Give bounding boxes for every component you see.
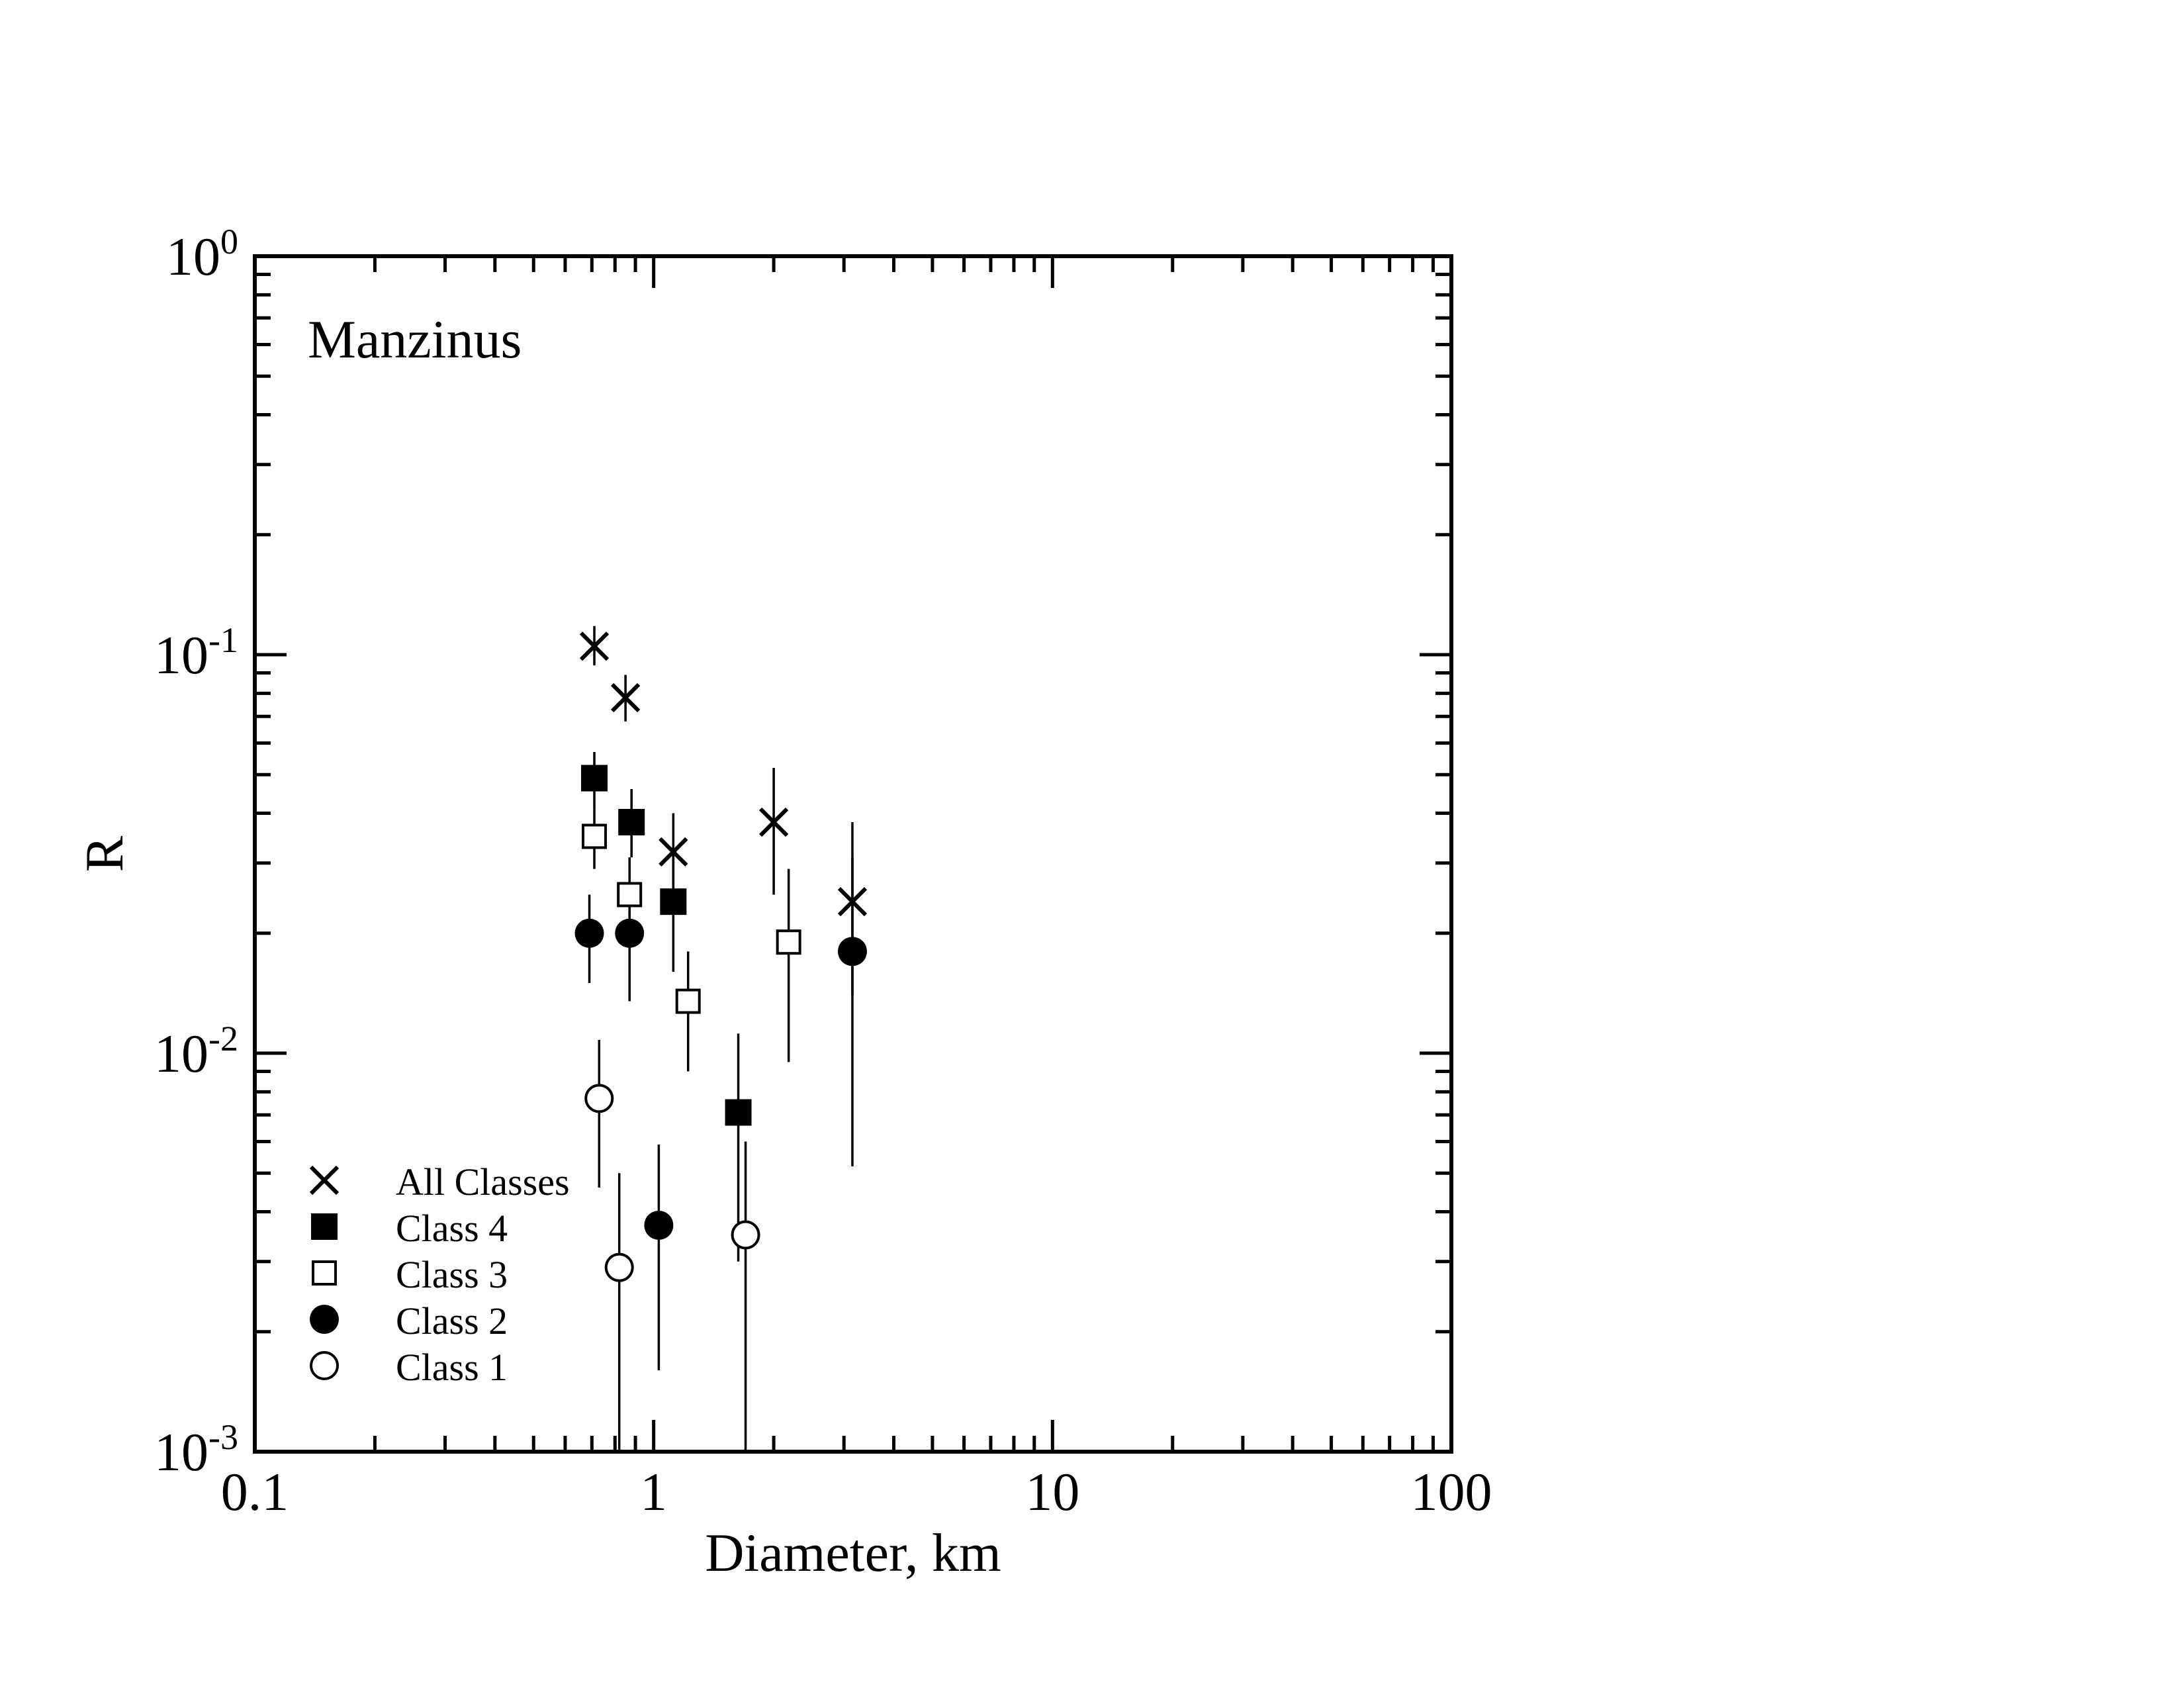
y-axis-label: R [74,835,134,872]
data-point [731,1220,760,1250]
data-point [618,808,645,835]
data-point [837,886,868,917]
data-point [579,632,610,661]
data-point [644,1210,674,1240]
x-axis-label: Diameter, km [705,1523,1001,1583]
y-tick-label: 10-2 [154,1019,238,1084]
data-point [574,918,604,948]
x-tick-label: 10 [1025,1462,1079,1522]
plot-frame [253,254,1453,1454]
data-point [615,918,645,948]
data-point [611,682,641,713]
legend-marker [311,1213,338,1240]
legend-marker [312,1260,337,1286]
data-point [776,929,801,955]
data-point [617,882,643,908]
axis-ticks [253,256,1451,1454]
legend-item: All Classes [309,1160,570,1203]
x-tick-label: 1 [640,1462,667,1522]
legend-marker [310,1305,339,1334]
data-point [659,837,688,867]
data-point [725,1099,752,1126]
legend-item: Class 3 [312,1253,508,1296]
data-point [581,765,608,792]
data-point [604,1252,634,1282]
tick-labels: 0.1 1 10 100 10-3 10-2 10-1 100 [154,222,1492,1522]
y-tick-label: 100 [166,222,238,287]
legend-item: Class 4 [311,1207,508,1250]
legend-marker [310,1351,339,1380]
legend-item: Class 2 [310,1299,508,1342]
legend-marker [309,1165,340,1196]
data-point [675,988,701,1014]
legend-label: Class 2 [396,1299,508,1342]
legend-label: All Classes [396,1160,570,1203]
error-bars [588,626,854,1452]
legend-label: Class 1 [396,1346,508,1389]
legend-label: Class 3 [396,1253,508,1296]
x-tick-label: 100 [1411,1462,1492,1522]
data-point [660,888,687,915]
data-point [582,823,608,849]
chart-title: Manzinus [308,309,522,369]
x-tick-label: 0.1 [221,1462,289,1522]
data-point [758,807,789,837]
data-markers [574,632,868,1282]
data-point [584,1084,614,1113]
y-tick-label: 10-3 [154,1417,238,1482]
y-tick-label: 10-1 [154,620,238,685]
legend-item: Class 1 [310,1346,508,1389]
data-point [837,937,867,966]
legend-label: Class 4 [396,1207,508,1250]
